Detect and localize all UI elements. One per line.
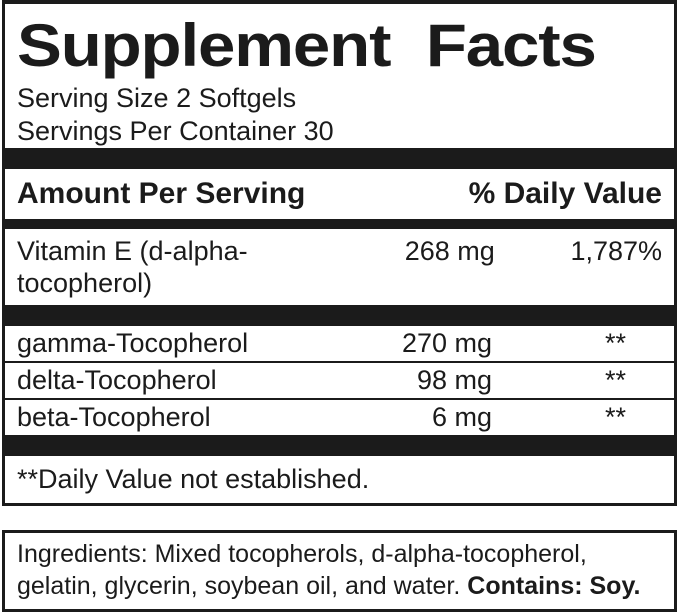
amount-per-serving-header: Amount Per Serving [17,177,306,210]
nutrient-name: gamma-Tocopherol [17,328,249,358]
divider-line-thin [5,361,674,363]
ingredients-text: Ingredients: Mixed tocopherols, d-alpha-… [17,538,662,602]
ingredients-panel: Ingredients: Mixed tocopherols, d-alpha-… [2,530,677,612]
nutrient-daily-value: ** [604,402,626,432]
servings-per-container: Servings Per Container 30 [17,116,334,146]
column-header-row: Amount Per Serving % Daily Value [17,169,662,219]
nutrient-row-beta-tocopherol: beta-Tocopherol 6 mg ** [17,400,662,435]
supplement-facts-panel: Supplement Facts Serving Size 2 Softgels… [2,0,677,506]
nutrient-name: Vitamin E (d-alpha-tocopherol) [17,236,248,298]
divider-bar-thick [5,435,674,456]
nutrient-daily-value: ** [604,365,626,395]
nutrient-name: beta-Tocopherol [17,402,211,432]
serving-size: Serving Size 2 Softgels [17,83,297,113]
divider-bar-thick [5,305,674,326]
allergen-statement: Contains: Soy. [467,572,641,600]
daily-value-footnote: **Daily Value not established. [17,464,370,494]
nutrient-name: delta-Tocopherol [17,365,217,395]
nutrient-daily-value: ** [604,328,626,358]
nutrient-row-gamma-tocopherol: gamma-Tocopherol 270 mg ** [17,326,662,361]
divider-line-thin [5,398,674,400]
nutrient-row-vitamin-e: Vitamin E (d-alpha-tocopherol) 268 mg 1,… [17,229,662,305]
divider-bar-medium [5,219,674,229]
ingredients-line2: gelatin, glycerin, soybean oil, and wate… [17,572,468,600]
nutrient-daily-value: 1,787% [570,236,663,266]
nutrient-amount: 6 mg [431,402,492,432]
ingredients-line1: Ingredients: Mixed tocopherols, d-alpha-… [17,540,587,568]
nutrient-row-delta-tocopherol: delta-Tocopherol 98 mg ** [17,363,662,398]
daily-value-header: % Daily Value [468,177,662,210]
nutrient-amount: 270 mg [401,328,492,358]
nutrient-amount: 268 mg [404,236,495,266]
nutrient-amount: 98 mg [416,365,492,395]
divider-bar-thick [5,148,674,169]
panel-title: Supplement Facts [17,12,597,79]
